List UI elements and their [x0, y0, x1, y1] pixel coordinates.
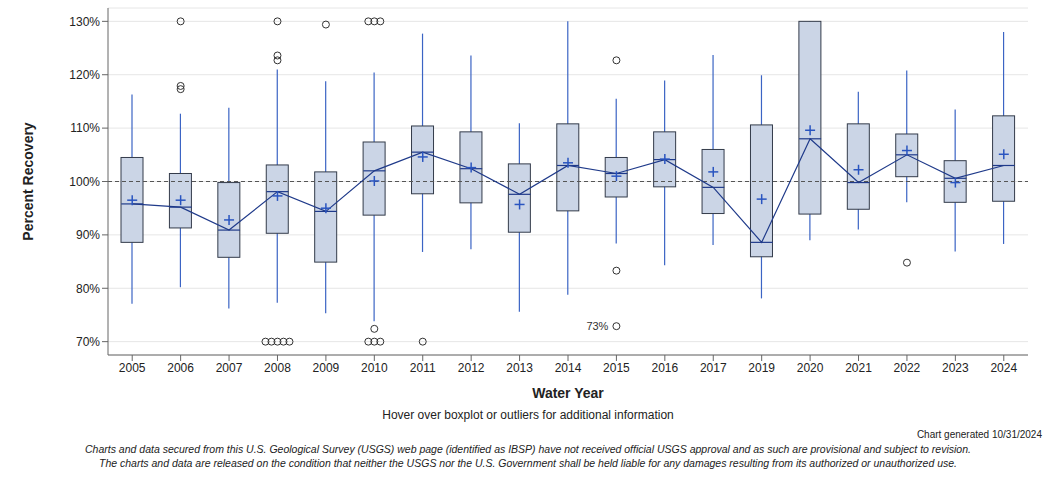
html-text:Charts and data secured from t: Charts and data secured from this U.S. G…: [85, 443, 971, 455]
svg-text:2011: 2011: [410, 361, 436, 375]
svg-text:2009: 2009: [313, 361, 340, 375]
svg-text:2015: 2015: [603, 361, 630, 375]
svg-text:2006: 2006: [167, 361, 194, 375]
svg-text:73%: 73%: [586, 320, 608, 332]
svg-text:Percent Recovery: Percent Recovery: [20, 122, 36, 241]
svg-text:120%: 120%: [69, 68, 100, 82]
svg-text:110%: 110%: [70, 121, 100, 135]
svg-text:2012: 2012: [458, 361, 485, 375]
svg-text:130%: 130%: [69, 15, 100, 29]
svg-text:2023: 2023: [942, 361, 969, 375]
svg-text:Water Year: Water Year: [532, 385, 604, 400]
html-text:The charts and data are releas: The charts and data are released on the …: [99, 457, 957, 469]
html-text:Hover over boxplot or outliers: Hover over boxplot or outliers for addit…: [382, 408, 674, 422]
svg-text:90%: 90%: [76, 228, 100, 242]
svg-text:2014: 2014: [555, 361, 582, 375]
svg-text:2013: 2013: [506, 361, 533, 375]
svg-text:2007: 2007: [216, 361, 243, 375]
svg-text:2010: 2010: [361, 361, 388, 375]
svg-text:2021: 2021: [845, 361, 872, 375]
svg-text:70%: 70%: [76, 335, 100, 349]
svg-text:2005: 2005: [119, 361, 146, 375]
html-text:Chart generated 10/31/2024: Chart generated 10/31/2024: [916, 429, 1042, 440]
svg-text:100%: 100%: [69, 175, 100, 189]
svg-text:2008: 2008: [264, 361, 291, 375]
svg-text:80%: 80%: [76, 282, 100, 296]
svg-text:2020: 2020: [797, 361, 824, 375]
svg-text:2016: 2016: [651, 361, 678, 375]
svg-text:2022: 2022: [894, 361, 921, 375]
svg-text:2024: 2024: [990, 361, 1017, 375]
svg-text:2019: 2019: [748, 361, 775, 375]
svg-text:2017: 2017: [700, 361, 727, 375]
